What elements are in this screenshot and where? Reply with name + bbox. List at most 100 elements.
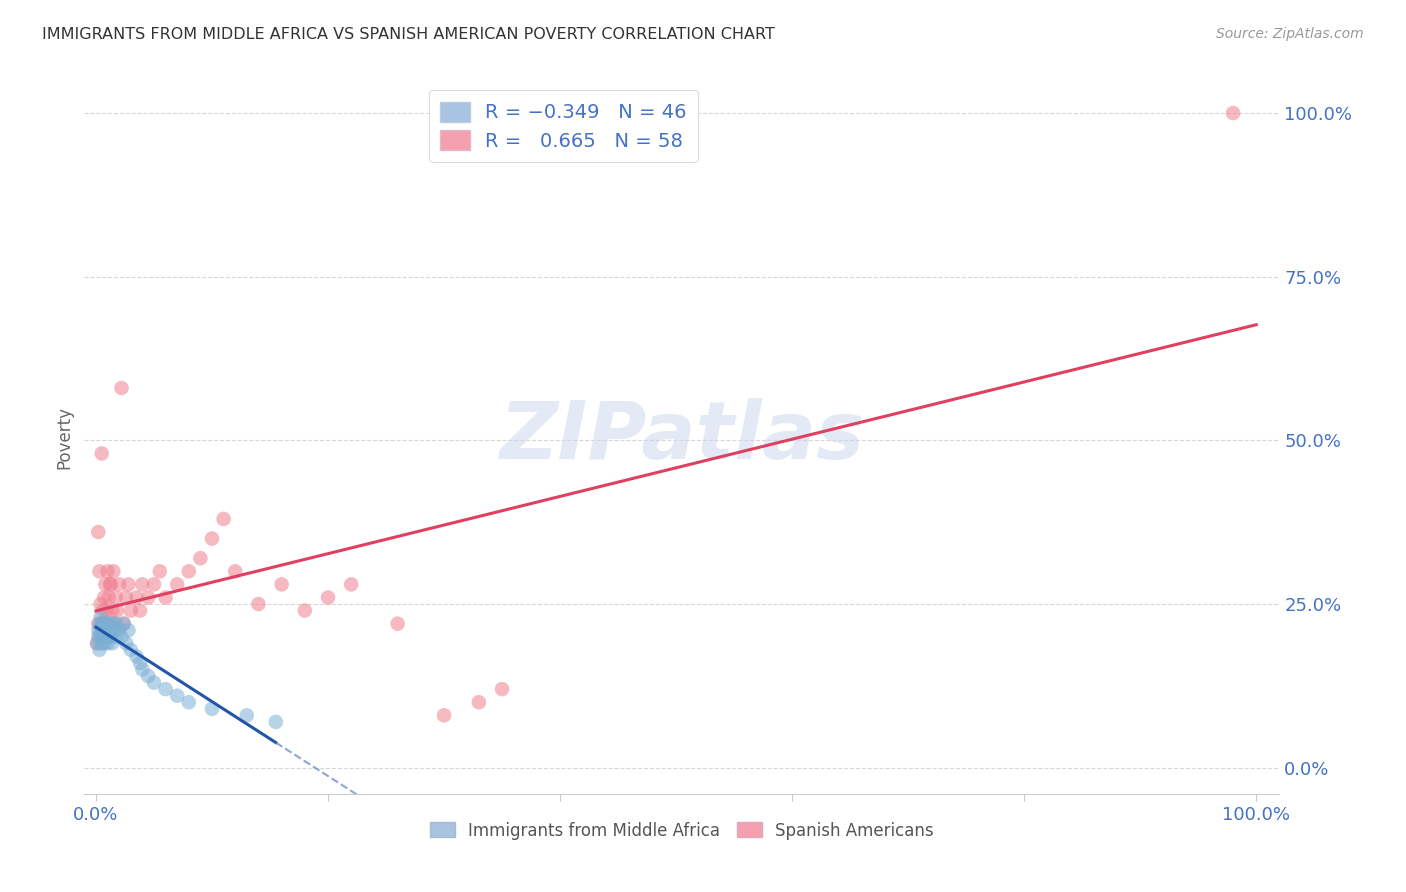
Point — [103, 564, 125, 578]
Point — [97, 616, 120, 631]
Point — [91, 616, 114, 631]
Point — [224, 564, 246, 578]
Point — [340, 577, 363, 591]
Point — [143, 577, 166, 591]
Point — [149, 564, 172, 578]
Point — [104, 630, 127, 644]
Point — [155, 591, 177, 605]
Point — [117, 577, 139, 591]
Text: Source: ZipAtlas.com: Source: ZipAtlas.com — [1216, 27, 1364, 41]
Point — [115, 591, 138, 605]
Point — [90, 630, 112, 644]
Point — [115, 636, 138, 650]
Point — [491, 682, 513, 697]
Point — [201, 532, 224, 546]
Point — [120, 603, 142, 617]
Point — [90, 597, 112, 611]
Point — [112, 616, 135, 631]
Point — [110, 630, 132, 644]
Point — [87, 630, 110, 644]
Point — [89, 616, 111, 631]
Point — [108, 624, 131, 638]
Point — [166, 689, 188, 703]
Text: ZIPatlas: ZIPatlas — [499, 398, 865, 476]
Text: IMMIGRANTS FROM MIDDLE AFRICA VS SPANISH AMERICAN POVERTY CORRELATION CHART: IMMIGRANTS FROM MIDDLE AFRICA VS SPANISH… — [42, 27, 775, 42]
Point — [212, 512, 235, 526]
Point — [101, 603, 124, 617]
Point — [90, 630, 112, 644]
Point — [110, 381, 132, 395]
Point — [131, 577, 153, 591]
Point — [108, 577, 131, 591]
Point — [93, 591, 115, 605]
Point — [143, 675, 166, 690]
Point — [90, 610, 112, 624]
Point — [155, 682, 177, 697]
Point — [94, 624, 117, 638]
Point — [100, 577, 122, 591]
Point — [97, 616, 120, 631]
Point — [97, 616, 120, 631]
Point — [1222, 106, 1244, 120]
Point — [91, 616, 114, 631]
Point — [94, 616, 117, 631]
Point — [177, 695, 200, 709]
Point — [136, 591, 159, 605]
Point — [131, 663, 153, 677]
Point — [93, 630, 115, 644]
Point — [103, 624, 125, 638]
Point — [103, 616, 125, 631]
Point — [104, 591, 127, 605]
Point — [97, 591, 120, 605]
Point — [96, 630, 118, 644]
Point — [236, 708, 259, 723]
Point — [86, 636, 108, 650]
Point — [105, 603, 128, 617]
Point — [264, 714, 287, 729]
Point — [90, 616, 112, 631]
Point — [103, 616, 125, 631]
Point — [97, 636, 120, 650]
Point — [270, 577, 292, 591]
Point — [94, 616, 117, 631]
Point — [93, 630, 115, 644]
Point — [125, 649, 148, 664]
Point — [89, 630, 111, 644]
Point — [117, 624, 139, 638]
Point — [166, 577, 188, 591]
Legend: Immigrants from Middle Africa, Spanish Americans: Immigrants from Middle Africa, Spanish A… — [423, 815, 941, 847]
Point — [190, 551, 212, 566]
Point — [96, 603, 118, 617]
Point — [93, 636, 115, 650]
Point — [98, 616, 121, 631]
Point — [433, 708, 456, 723]
Point — [100, 624, 122, 638]
Point — [96, 624, 118, 638]
Point — [468, 695, 491, 709]
Point — [97, 624, 120, 638]
Point — [94, 577, 117, 591]
Point — [112, 616, 135, 631]
Point — [86, 636, 108, 650]
Point — [120, 643, 142, 657]
Point — [247, 597, 270, 611]
Point — [125, 591, 148, 605]
Point — [101, 636, 124, 650]
Point — [98, 577, 121, 591]
Point — [90, 446, 112, 460]
Point — [201, 702, 224, 716]
Point — [91, 603, 114, 617]
Point — [98, 616, 121, 631]
Point — [89, 643, 111, 657]
Point — [316, 591, 339, 605]
Point — [129, 603, 152, 617]
Point — [87, 624, 110, 638]
Point — [98, 630, 121, 644]
Point — [96, 630, 118, 644]
Point — [90, 636, 112, 650]
Point — [294, 603, 316, 617]
Point — [129, 656, 152, 670]
Point — [387, 616, 409, 631]
Y-axis label: Poverty: Poverty — [55, 406, 73, 468]
Point — [87, 524, 110, 539]
